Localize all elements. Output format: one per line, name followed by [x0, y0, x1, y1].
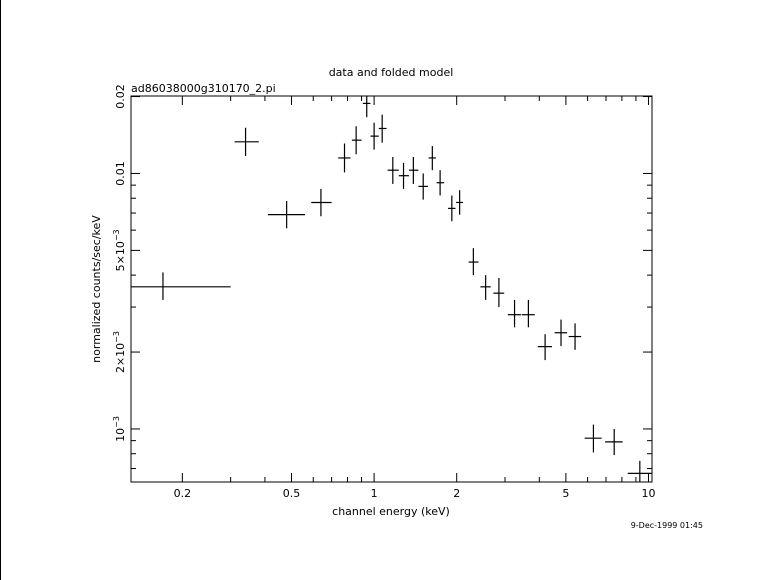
data-point: [418, 173, 428, 200]
y-tick-label: 0.02: [114, 84, 127, 109]
x-tick-label: 5: [562, 487, 569, 500]
x-axis-label: channel energy (keV): [332, 505, 450, 518]
data-point: [448, 195, 456, 222]
y-tick-label: 0.01: [114, 161, 127, 186]
x-tick-labels: 0.2 0.5 1 2 5 10: [174, 487, 656, 500]
x-tick-label: 10: [641, 487, 655, 500]
y-tick-label: 5×10−3: [112, 229, 127, 271]
chart-title: data and folded model: [329, 66, 454, 79]
x-tick-label: 2: [453, 487, 460, 500]
data-point: [554, 319, 568, 347]
chart-subtitle: ad86038000g310170_2.pi: [131, 82, 276, 95]
data-point: [605, 428, 623, 456]
data-point: [387, 156, 399, 184]
data-point: [493, 277, 505, 308]
data-point: [537, 334, 552, 361]
data-point: [507, 299, 521, 328]
y-axis-label: normalized counts/sec/keV: [90, 215, 103, 363]
data-point: [311, 188, 332, 217]
data-point: [370, 122, 379, 150]
y-tick-label: 10−3: [112, 416, 127, 442]
data-point: [351, 126, 362, 155]
x-tick-label: 0.2: [174, 487, 192, 500]
data-point: [521, 299, 535, 328]
data-point: [362, 96, 371, 118]
data-point: [398, 162, 409, 189]
data-point: [584, 424, 602, 453]
y-tick-label: 2×10−3: [112, 331, 127, 373]
data-point: [568, 323, 582, 350]
axis-ticks: [131, 96, 652, 482]
y-tick-labels: 10−3 2×10−3 5×10−3 0.01 0.02: [112, 84, 127, 442]
timestamp: 9-Dec-1999 01:45: [631, 521, 703, 530]
data-point: [428, 146, 436, 171]
data-point: [468, 248, 479, 276]
data-point: [436, 170, 445, 196]
data-point: [131, 272, 231, 300]
data-point: [480, 275, 491, 300]
data-points: [131, 96, 652, 482]
plot-area-frame: [130, 95, 653, 483]
data-point: [456, 190, 464, 215]
data-point: [408, 156, 419, 184]
data-point: [627, 460, 652, 482]
x-tick-label: 1: [371, 487, 378, 500]
data-point: [338, 143, 351, 173]
x-tick-label: 0.5: [283, 487, 301, 500]
data-point: [378, 114, 387, 143]
data-point: [267, 201, 306, 229]
data-point: [234, 127, 259, 157]
